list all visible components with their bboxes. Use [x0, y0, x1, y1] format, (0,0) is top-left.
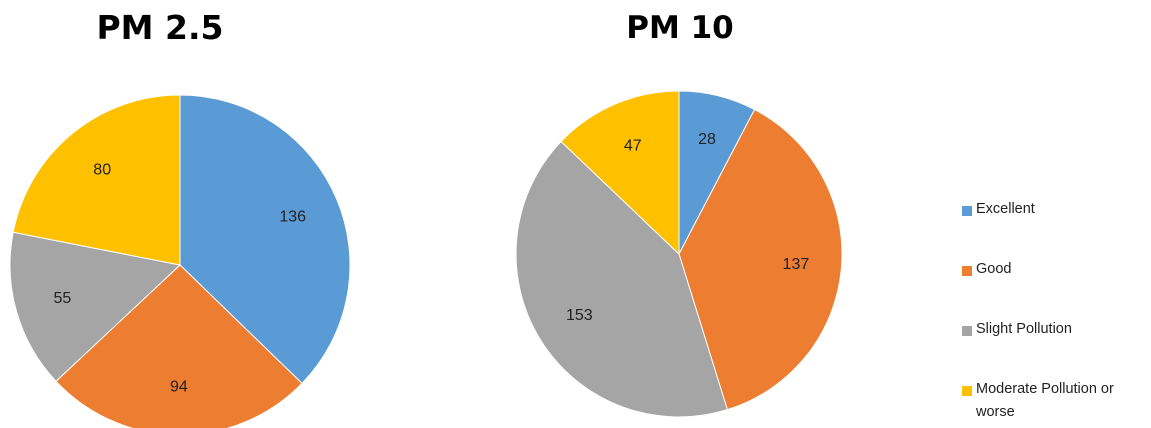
pie-slice-good [678, 108, 843, 411]
data-label-slight-pollution: 153 [566, 307, 593, 324]
pie-slice-excellent [179, 94, 351, 385]
data-label-moderate-pollution-or-worse: 80 [93, 162, 111, 179]
data-label-moderate-pollution-or-worse: 47 [624, 137, 642, 154]
pm25-chart-title: PM 2.5 [96, 8, 224, 47]
legend-swatch [962, 386, 972, 396]
pm10-pie: 28 137 153 47 [515, 90, 843, 418]
legend-swatch [962, 266, 972, 276]
pie-slice-slight-pollution [515, 140, 728, 418]
pie-slice-good [55, 264, 303, 428]
data-label-slight-pollution: 55 [54, 290, 72, 307]
legend-label: Excellent [976, 201, 1035, 217]
legend-label: Slight Pollution [976, 321, 1072, 337]
data-label-good: 137 [783, 256, 810, 273]
legend-item-excellent: Excellent [962, 201, 1151, 221]
legend-swatch [962, 206, 972, 216]
pm10-chart-title: PM 10 [626, 10, 734, 46]
legend-item-slight-pollution: Slight Pollution [962, 321, 1151, 341]
pie-slice-moderate-pollution-or-worse [12, 94, 181, 266]
legend-label: Good [976, 261, 1012, 277]
legend-item-good: Good [962, 261, 1151, 281]
data-label-excellent: 28 [698, 131, 716, 148]
pm25-pie: 136 94 55 80 [9, 94, 351, 428]
legend-item-moderate-pollution: Moderate Pollution or worse [962, 381, 1151, 424]
legend-label: Moderate Pollution or worse [976, 381, 1114, 420]
pie-slice-moderate-pollution-or-worse [560, 90, 680, 256]
data-label-excellent: 136 [279, 209, 306, 226]
pie-slice-slight-pollution [9, 231, 182, 382]
data-label-good: 94 [170, 379, 188, 396]
legend-swatch [962, 326, 972, 336]
